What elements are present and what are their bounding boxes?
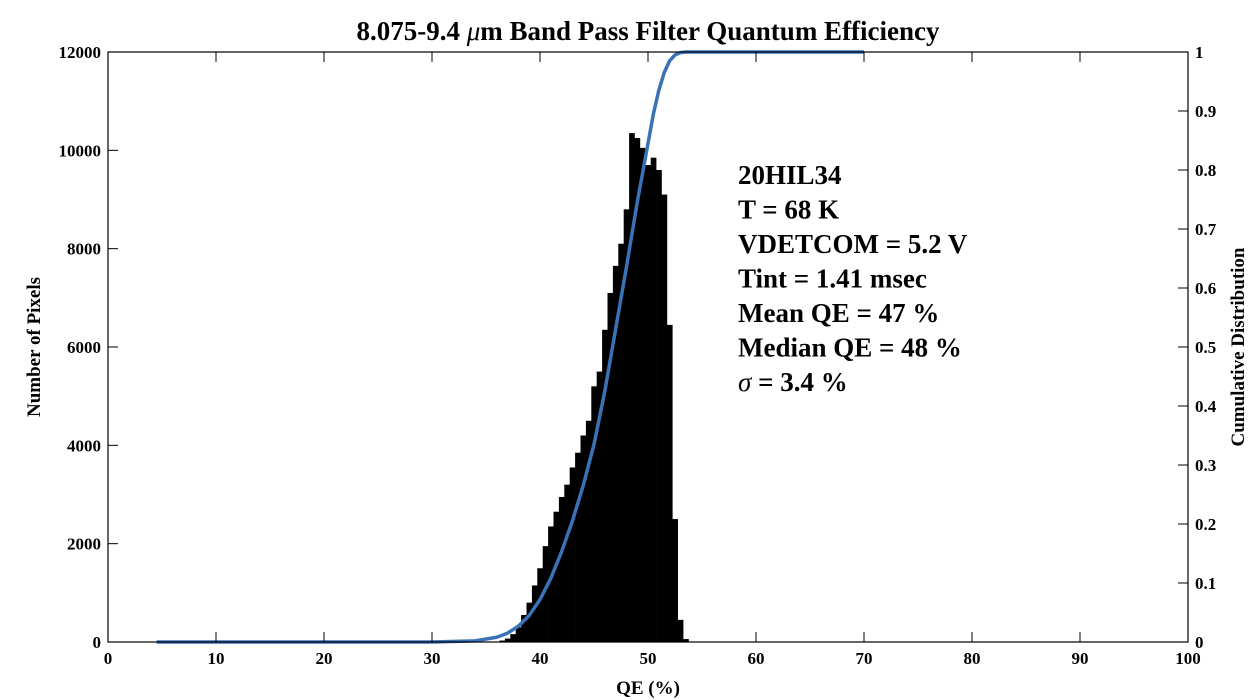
histogram-bar [618,243,624,642]
annotation-line: T = 68 K [738,195,839,225]
histogram-bar [612,265,619,642]
y-axis-label: Number of Pixels [24,277,45,417]
x-tick-label: 90 [1072,649,1089,668]
y-tick-label: 2000 [67,535,101,554]
y2-tick-label: 0.9 [1195,102,1216,121]
y2-tick-label: 0.2 [1195,515,1216,534]
histogram-bar [569,467,576,642]
histogram-bar [542,546,549,642]
x-tick-label: 60 [748,649,765,668]
y2-tick-label: 0.4 [1195,397,1217,416]
x-tick-label: 10 [208,649,225,668]
y2-tick-label: 0.7 [1195,220,1217,239]
histogram-bar [607,292,614,642]
histogram-bar [580,435,587,642]
x-axis-ticks: 0 10 20 30 40 50 60 70 80 90 100 [104,52,1201,668]
annotation-line: 20HIL34 [738,160,842,190]
histogram-bar [666,324,673,642]
x-tick-label: 80 [964,649,981,668]
x-tick-label: 100 [1175,649,1201,668]
histogram-bar [645,165,651,643]
histogram-bar [623,209,630,643]
annotation-line: VDETCOM = 5.2 V [738,229,968,259]
histogram-bar [634,138,641,642]
y2-axis-label: Cumulative Distribution [1228,247,1249,446]
annotation-line: Tint = 1.41 msec [738,264,927,294]
x-tick-label: 70 [856,649,873,668]
histogram-bar [575,452,581,642]
histogram-bar [585,420,592,642]
histogram-bar [672,519,678,642]
cumulative-distribution-line [156,50,864,644]
y-tick-label: 8000 [67,240,101,259]
histogram-bar [504,638,511,642]
y2-axis-ticks: 0 0.1 0.2 0.3 0.4 0.5 0.6 0.7 0.8 0.9 1 [1178,43,1217,652]
histogram-bar [683,639,689,642]
y2-tick-label: 0.8 [1195,161,1216,180]
annotation-line: Mean QE = 47 % [738,298,939,328]
histogram-bar [531,585,538,642]
histogram-bar [629,133,635,642]
y-tick-label: 4000 [67,436,101,455]
histogram-bar [548,526,554,642]
y-axis-ticks: 0 2000 4000 6000 8000 10000 12000 [59,43,118,652]
chart-title-suffix: m Band Pass Filter Quantum Efficiency [480,16,940,46]
y2-tick-label: 0 [1195,633,1204,652]
annotation-line: Median QE = 48 % [738,333,962,363]
y-tick-label: 6000 [67,338,101,357]
histogram-bar [499,640,506,642]
histogram-bar [564,484,570,642]
histogram-bar [639,147,646,642]
histogram-bars [499,133,689,643]
x-tick-label: 0 [104,649,113,668]
histogram-bar [526,602,533,642]
histogram-bar [553,511,560,642]
chart-title-mu: μ [466,16,481,46]
x-tick-label: 40 [532,649,549,668]
y-tick-label: 12000 [59,43,102,62]
histogram-bar [558,496,565,642]
histogram-bar [596,371,603,642]
chart-title-prefix: 8.075-9.4 [356,16,466,46]
statistics-annotation: 20HIL34 T = 68 K VDETCOM = 5.2 V Tint = 1.4… [738,160,968,397]
histogram-bar [656,170,662,642]
histogram-bar [510,634,516,642]
histogram-bar [591,386,597,642]
y2-tick-label: 0.5 [1195,338,1216,357]
annotation-line: σ = 3.4 % [738,367,848,397]
y2-tick-label: 0.6 [1195,279,1216,298]
histogram-bar [515,627,522,642]
histogram-bar [537,568,543,642]
y2-tick-label: 1 [1195,43,1204,62]
x-tick-label: 20 [316,649,333,668]
y2-tick-label: 0.3 [1195,456,1216,475]
x-tick-label: 50 [640,649,657,668]
histogram-bar [677,619,684,642]
histogram-bar [650,157,657,643]
sigma-symbol: σ [738,367,753,397]
histogram-bar [661,194,668,643]
chart-title: 8.075-9.4 μm Band Pass Filter Quantum Ef… [356,16,940,46]
y-tick-label: 10000 [59,141,102,160]
x-axis-label: QE (%) [616,678,680,699]
histogram-bar [602,329,608,642]
y-tick-label: 0 [93,633,102,652]
x-tick-label: 30 [424,649,441,668]
y2-tick-label: 0.1 [1195,574,1216,593]
histogram-bar [521,614,527,642]
